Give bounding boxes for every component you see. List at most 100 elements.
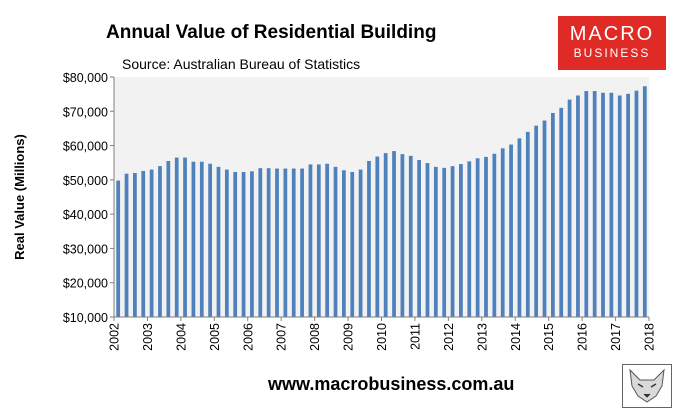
bar (634, 90, 639, 317)
bar (250, 171, 254, 317)
bars-group (116, 86, 647, 318)
bar (492, 153, 497, 317)
bar (567, 99, 572, 317)
bar (149, 169, 154, 317)
bar (584, 91, 589, 317)
bar (199, 161, 204, 317)
bar (617, 95, 622, 317)
x-tick-label: 2018 (643, 323, 657, 351)
x-tick-label: 2002 (108, 323, 122, 351)
bar (258, 168, 263, 317)
bar (417, 159, 421, 317)
x-tick-label: 2016 (576, 323, 590, 351)
bar (392, 151, 396, 317)
bar (342, 170, 346, 317)
bar (325, 163, 330, 317)
bar (467, 161, 472, 317)
x-tick-label: 2015 (542, 323, 556, 351)
bar (133, 173, 137, 317)
bar (350, 171, 355, 317)
bar (408, 155, 413, 317)
bar (383, 153, 388, 317)
bar (525, 131, 530, 317)
bar (158, 166, 162, 317)
bar (367, 161, 371, 317)
x-tick-label: 2006 (241, 323, 255, 351)
y-ticks-group: $10,000 $20,000 $30,000 $40,000 $50,000 $60,0… (63, 71, 114, 325)
bar (475, 158, 480, 317)
bar (375, 156, 380, 317)
bar (291, 168, 296, 317)
bar (283, 168, 288, 317)
bar (208, 163, 213, 317)
y-tick-label: $20,000 (63, 277, 108, 291)
y-tick-label: $70,000 (63, 105, 108, 119)
bar (116, 180, 121, 317)
x-tick-label: 2009 (342, 323, 356, 351)
chart-subtitle: Source: Australian Bureau of Statistics (122, 56, 361, 72)
x-tick-label: 2005 (208, 323, 222, 351)
y-axis-title: Real Value (Millions) (12, 134, 27, 260)
x-tick-label: 2007 (275, 323, 289, 351)
bar (592, 91, 597, 317)
bar (550, 113, 555, 317)
bar (166, 161, 171, 317)
y-tick-label: $10,000 (63, 311, 108, 325)
y-tick-label: $50,000 (63, 174, 108, 188)
footer-url: www.macrobusiness.com.au (268, 374, 515, 394)
bar (266, 168, 271, 317)
bar (433, 166, 438, 317)
bar (300, 168, 304, 317)
y-tick-label: $40,000 (63, 208, 108, 222)
bar (425, 163, 430, 317)
logo-line-2: BUSINESS (573, 46, 651, 60)
bar (316, 164, 321, 317)
x-tick-label: 2008 (308, 323, 322, 351)
bar (442, 167, 447, 317)
bar (509, 144, 513, 317)
x-tick-label: 2013 (475, 323, 489, 351)
bar (233, 171, 238, 317)
bar (358, 169, 363, 317)
bar (626, 93, 630, 317)
bar (517, 138, 522, 317)
x-tick-label: 2014 (509, 323, 523, 351)
macrobusiness-logo: MACRO BUSINESS (558, 16, 666, 70)
bar (601, 92, 605, 318)
fox-icon (622, 364, 672, 408)
bar (183, 157, 187, 317)
bar (124, 173, 129, 317)
bar (500, 148, 505, 317)
logo-line-1: MACRO (569, 23, 655, 45)
bar (224, 169, 229, 317)
bar (308, 164, 313, 317)
x-tick-label: 2010 (375, 323, 389, 351)
y-tick-label: $60,000 (63, 140, 108, 154)
bar (333, 166, 338, 317)
x-tick-label: 2011 (408, 323, 422, 350)
bar (534, 125, 539, 317)
bar (459, 164, 463, 317)
bar (400, 154, 405, 317)
chart-title: Annual Value of Residential Building (106, 22, 437, 43)
bar (174, 157, 179, 317)
x-tick-label: 2017 (609, 323, 623, 351)
y-tick-label: $80,000 (63, 71, 108, 85)
bar (141, 170, 146, 317)
bar (191, 161, 196, 317)
bar (216, 166, 221, 317)
x-tick-label: 2012 (442, 323, 456, 351)
bar (559, 107, 564, 317)
x-tick-label: 2004 (174, 323, 188, 351)
bar (542, 120, 547, 318)
y-tick-label: $30,000 (63, 242, 108, 256)
bar (484, 156, 488, 317)
x-ticks-group: 2002 2003 2004 2005 2006 2007 2008 2009 2010 2011… (108, 317, 657, 351)
bar (241, 171, 246, 317)
bar (642, 86, 647, 317)
bar (275, 168, 279, 317)
bar (609, 92, 614, 318)
bar (576, 95, 580, 317)
x-tick-label: 2003 (141, 323, 155, 351)
